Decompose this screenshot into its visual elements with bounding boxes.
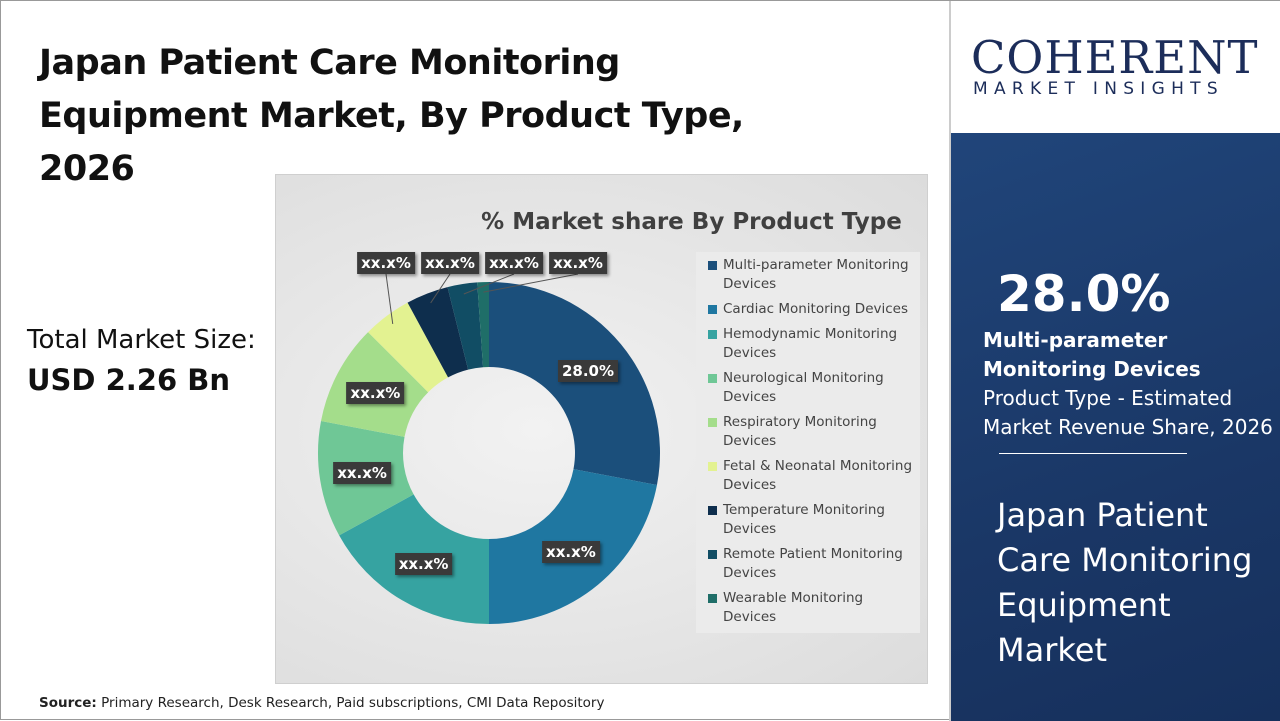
donut-slice <box>447 282 484 370</box>
data-label: xx.x% <box>333 462 391 485</box>
donut-slice <box>368 302 449 393</box>
legend-item: Neurological Monitoring Devices <box>708 369 920 407</box>
legend-swatch <box>708 462 717 471</box>
legend-item: Fetal & Neonatal Monitoring Devices <box>708 457 920 495</box>
divider <box>999 453 1187 454</box>
highlight-value: 28.0% <box>997 265 1171 323</box>
legend-item: Hemodynamic Monitoring Devices <box>708 325 920 363</box>
data-label: xx.x% <box>549 252 607 274</box>
label-leader-line <box>463 273 515 295</box>
source-label: Source: <box>39 695 97 711</box>
logo-wordmark: COHERENT <box>971 31 1259 84</box>
legend-label: Cardiac Monitoring Devices <box>723 301 909 317</box>
legend-label: Fetal & Neonatal Monitoring Devices <box>723 458 913 493</box>
data-label: xx.x% <box>394 552 453 575</box>
market-name: Japan Patient Care Monitoring Equipment … <box>997 496 1253 669</box>
legend-item: Respiratory Monitoring Devices <box>708 413 920 451</box>
right-panel: COHERENT MARKET INSIGHTS 28.0% Multi-par… <box>949 1 1280 721</box>
label-leader-line <box>430 273 451 304</box>
legend-swatch <box>708 594 717 603</box>
label-leader-line <box>483 273 579 293</box>
donut-slice <box>477 282 489 368</box>
logo: COHERENT MARKET INSIGHTS <box>951 1 1280 133</box>
legend-label: Wearable Monitoring Devices <box>723 590 864 625</box>
donut-slice <box>407 287 469 378</box>
data-label: xx.x% <box>421 252 479 274</box>
legend-swatch <box>708 330 717 339</box>
legend-swatch <box>708 374 717 383</box>
highlight-description: Multi-parameter Monitoring Devices Produ… <box>983 326 1278 442</box>
total-market-size-label: Total Market Size: <box>27 325 256 355</box>
legend-item: Temperature Monitoring Devices <box>708 501 920 539</box>
legend-swatch <box>708 506 717 515</box>
donut-slice <box>489 282 660 486</box>
legend-item: Remote Patient Monitoring Devices <box>708 545 920 583</box>
legend-label: Remote Patient Monitoring Devices <box>723 546 903 581</box>
legend-swatch <box>708 550 717 559</box>
chart-title: % Market share By Product Type <box>481 209 902 235</box>
total-market-size-value: USD 2.26 Bn <box>27 363 230 397</box>
data-label: xx.x% <box>357 252 415 274</box>
legend-label: Respiratory Monitoring Devices <box>723 414 877 449</box>
page-title: Japan Patient Care Monitoring Equipment … <box>39 43 744 189</box>
source-text: Primary Research, Desk Research, Paid su… <box>96 695 605 711</box>
legend-label: Multi-parameter Monitoring Devices <box>723 257 909 292</box>
legend-label: Hemodynamic Monitoring Devices <box>723 326 898 361</box>
data-label: xx.x% <box>542 541 600 563</box>
chart-area: % Market share By Product Type 28.0% xx.x… <box>275 174 928 684</box>
legend-item: Wearable Monitoring Devices <box>708 589 920 627</box>
highlight-panel: 28.0% Multi-parameter Monitoring Devices… <box>951 133 1280 721</box>
legend-swatch <box>708 261 717 270</box>
source-note: Source: Primary Research, Desk Research,… <box>39 695 604 711</box>
legend-swatch <box>708 418 717 427</box>
highlight-rest: Product Type - Estimated Market Revenue … <box>983 386 1273 439</box>
legend-item: Cardiac Monitoring Devices <box>708 300 920 319</box>
data-label: xx.x% <box>346 381 405 404</box>
chart-legend: Multi-parameter Monitoring Devices Cardia… <box>696 252 920 633</box>
legend-swatch <box>708 305 717 314</box>
legend-label: Temperature Monitoring Devices <box>723 502 885 537</box>
logo-tagline: MARKET INSIGHTS <box>973 79 1224 99</box>
data-label: 28.0% <box>557 360 619 383</box>
data-label: xx.x% <box>485 252 543 274</box>
label-leader-line <box>385 273 394 325</box>
legend-item: Multi-parameter Monitoring Devices <box>708 256 920 294</box>
highlight-segment: Multi-parameter Monitoring Devices <box>983 328 1201 381</box>
legend-label: Neurological Monitoring Devices <box>723 370 884 405</box>
